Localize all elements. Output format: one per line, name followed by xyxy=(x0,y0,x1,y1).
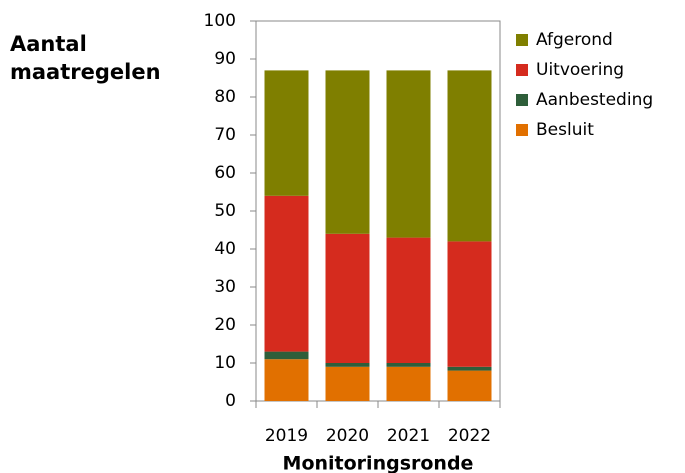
x-tick-label: 2022 xyxy=(448,426,491,446)
bar-segment xyxy=(447,366,492,371)
x-axis-label: Monitoringsronde xyxy=(283,453,474,473)
legend-label: Uitvoering xyxy=(536,60,624,80)
y-tick-label: 0 xyxy=(225,391,236,411)
legend-swatch xyxy=(516,34,528,46)
legend-swatch xyxy=(516,64,528,76)
bar-segment xyxy=(264,359,309,401)
bar-segment xyxy=(386,366,431,401)
bar-segment xyxy=(447,70,492,242)
y-tick-label: 90 xyxy=(214,49,236,69)
legend-label: Afgerond xyxy=(536,30,613,50)
bar-segment xyxy=(325,366,370,401)
bar-segment xyxy=(264,195,309,352)
legend-swatch xyxy=(516,94,528,106)
bar-segment xyxy=(447,370,492,401)
y-tick-label: 30 xyxy=(214,277,236,297)
y-tick-label: 20 xyxy=(214,315,236,335)
x-tick-label: 2020 xyxy=(326,426,369,446)
bar-segment xyxy=(264,351,309,360)
legend-label: Besluit xyxy=(536,120,594,140)
bar-segment xyxy=(386,237,431,363)
x-tick-label: 2021 xyxy=(387,426,430,446)
y-tick-label: 60 xyxy=(214,163,236,183)
y-tick-label: 40 xyxy=(214,239,236,259)
bar-segment xyxy=(447,241,492,367)
x-tick-label: 2019 xyxy=(265,426,308,446)
legend-label: Aanbesteding xyxy=(536,90,653,110)
y-tick-label: 100 xyxy=(204,11,236,31)
bar-segment xyxy=(386,70,431,238)
legend-swatch xyxy=(516,124,528,136)
chart-title: Aantal maatregelen xyxy=(10,32,161,84)
bar-segment xyxy=(325,70,370,234)
y-tick-label: 80 xyxy=(214,87,236,107)
y-tick-label: 50 xyxy=(214,201,236,221)
y-tick-label: 70 xyxy=(214,125,236,145)
bar-segment xyxy=(325,233,370,363)
bar-segment xyxy=(386,363,431,367)
bar-segment xyxy=(325,363,370,367)
y-tick-label: 10 xyxy=(214,353,236,373)
bar-segment xyxy=(264,70,309,196)
